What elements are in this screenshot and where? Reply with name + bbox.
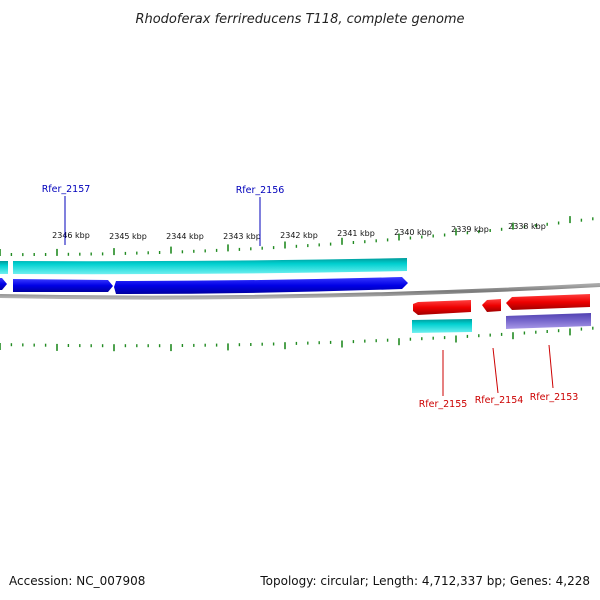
cds-track-minus-rfer-2155[interactable] — [412, 319, 472, 333]
scale-labels: 2346 kbp 2345 kbp 2344 kbp 2343 kbp 2342… — [52, 222, 546, 241]
gene-label-text-rfer-2153[interactable]: Rfer_2153 — [530, 392, 579, 403]
gene-label-rfer-2154[interactable]: Rfer_2154 — [475, 347, 524, 406]
scale-label-2339: 2339 kbp — [451, 225, 489, 234]
gene-arrow-left-fragment[interactable] — [0, 278, 7, 290]
topology-text: Topology: circular; Length: 4,712,337 bp… — [260, 574, 590, 588]
accession-text: Accession: NC_007908 — [9, 574, 146, 588]
scale-label-2343: 2343 kbp — [223, 232, 261, 241]
gene-arrow-rfer-2157[interactable] — [13, 279, 113, 292]
scale-label-2341: 2341 kbp — [337, 229, 375, 238]
gene-arrow-rfer-2155[interactable] — [413, 300, 471, 315]
scale-label-2345: 2345 kbp — [109, 232, 147, 241]
gene-label-text-rfer-2157[interactable]: Rfer_2157 — [42, 184, 91, 195]
feature-track-minus-rfer-2153[interactable] — [506, 313, 591, 329]
scale-label-2346: 2346 kbp — [52, 231, 90, 240]
gene-label-rfer-2153[interactable]: Rfer_2153 — [530, 344, 579, 403]
cds-track-plus-rfer-2157-2156[interactable] — [13, 258, 407, 275]
gene-label-text-rfer-2154[interactable]: Rfer_2154 — [475, 395, 524, 406]
gene-label-text-rfer-2156[interactable]: Rfer_2156 — [236, 185, 285, 196]
gene-arrow-rfer-2156[interactable] — [114, 277, 408, 294]
scale-ruler-inner — [0, 326, 594, 352]
scale-label-2344: 2344 kbp — [166, 232, 204, 241]
gene-label-text-rfer-2155[interactable]: Rfer_2155 — [419, 399, 468, 410]
gene-label-rfer-2156[interactable]: Rfer_2156 — [236, 185, 285, 246]
gene-label-rfer-2157[interactable]: Rfer_2157 — [42, 184, 91, 245]
gene-arrow-rfer-2154[interactable] — [482, 299, 501, 312]
scale-ruler-outer — [0, 216, 594, 257]
cds-track-plus-left-fragment[interactable] — [0, 261, 8, 274]
gene-label-rfer-2155[interactable]: Rfer_2155 — [419, 350, 468, 410]
scale-label-2340: 2340 kbp — [394, 228, 432, 237]
gene-arrow-rfer-2153[interactable] — [506, 294, 590, 310]
scale-label-2338: 2338 kbp — [508, 222, 546, 231]
scale-label-2342: 2342 kbp — [280, 231, 318, 240]
map-title: Rhodoferax ferrireducens T118, complete … — [135, 12, 464, 27]
genome-backbone — [0, 283, 600, 300]
